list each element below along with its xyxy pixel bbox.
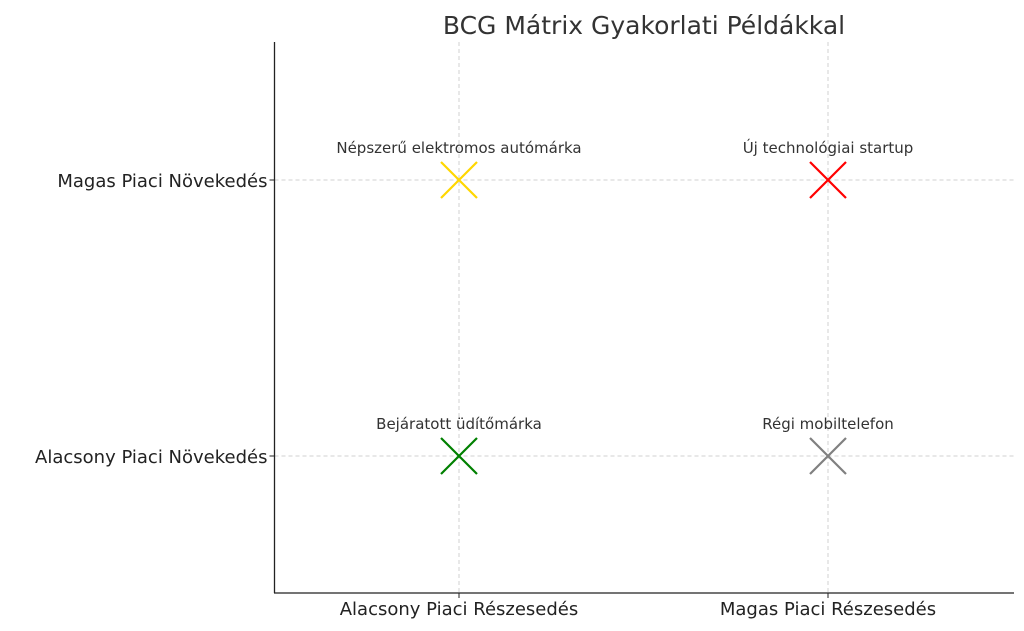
x-tick-label-0: Alacsony Piaci Részesedés	[340, 599, 579, 620]
data-point-label-2: Bejáratott üdítőmárka	[376, 415, 542, 433]
x-marker-stroke-b	[440, 161, 478, 199]
x-marker-stroke-b	[440, 437, 478, 475]
y-tick-label-1: Magas Piaci Növekedés	[57, 171, 267, 192]
axes	[273, 42, 1014, 594]
data-point-label-3: Régi mobiltelefon	[762, 415, 894, 433]
chart-title: BCG Mátrix Gyakorlati Példákkal	[443, 11, 845, 40]
data-point-1: Új technológiai startup	[743, 138, 914, 199]
data-point-label-1: Új technológiai startup	[743, 138, 914, 157]
y-tick-label-0: Alacsony Piaci Növekedés	[35, 447, 267, 468]
x-marker-stroke-b	[809, 437, 847, 475]
x-marker-stroke-b	[809, 161, 847, 199]
x-tick-label-1: Magas Piaci Részesedés	[720, 599, 936, 620]
data-point-label-0: Népszerű elektromos autómárka	[336, 139, 581, 157]
data-point-0: Népszerű elektromos autómárka	[336, 139, 582, 199]
tick-labels: Alacsony Piaci Részesedés Magas Piaci Rés…	[35, 171, 936, 620]
data-points: Népszerű elektromos autómárka Új technoló…	[336, 138, 914, 475]
data-point-2: Bejáratott üdítőmárka	[376, 415, 542, 475]
data-point-3: Régi mobiltelefon	[762, 415, 894, 475]
grid-lines	[274, 42, 1014, 593]
